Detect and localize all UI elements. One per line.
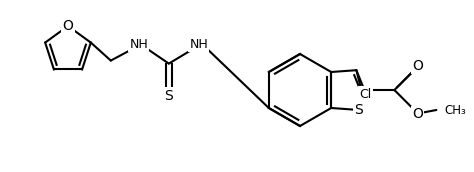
Text: Cl: Cl [359,88,372,101]
Text: CH₃: CH₃ [445,104,466,116]
Text: NH: NH [190,38,208,51]
Text: O: O [63,19,73,33]
Text: S: S [354,103,363,117]
Text: S: S [164,89,173,103]
Text: O: O [412,59,423,73]
Text: NH: NH [129,38,148,51]
Text: O: O [412,107,423,121]
